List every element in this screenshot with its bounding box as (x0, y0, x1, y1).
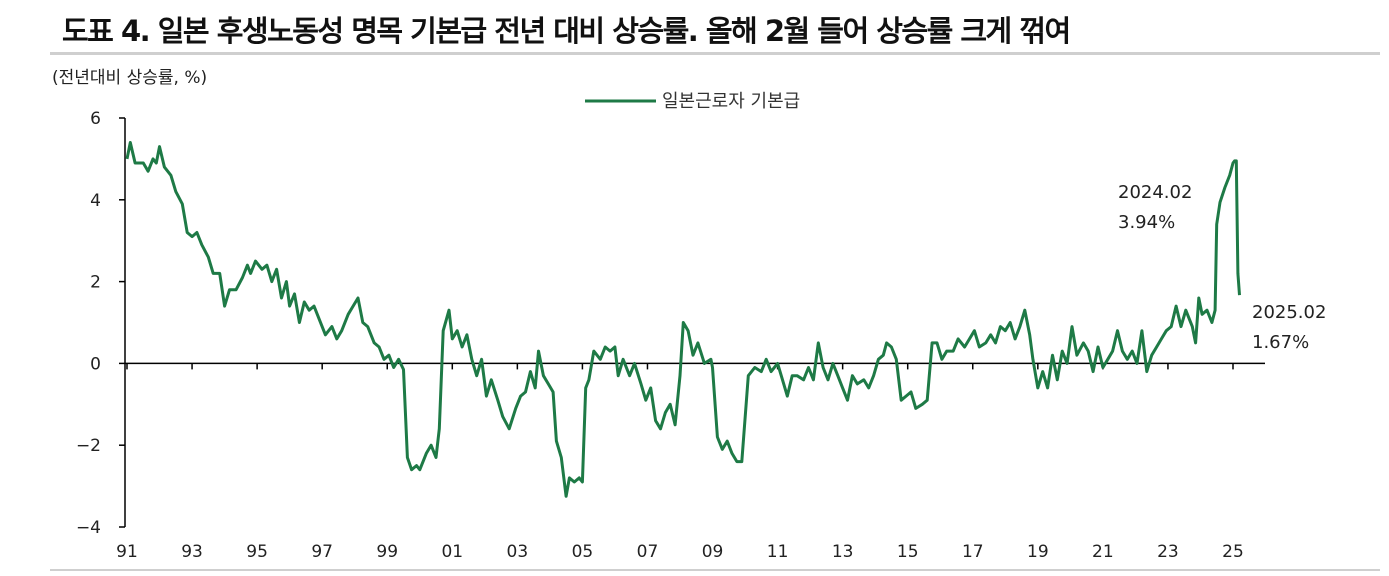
x-tick-label: 19 (1027, 542, 1049, 562)
x-tick-label: 13 (832, 542, 854, 562)
bottom-divider (50, 569, 1380, 571)
top-divider (50, 52, 1380, 55)
x-tick-label: 03 (507, 542, 529, 562)
x-tick-label: 25 (1222, 542, 1244, 562)
x-tick-label: 11 (767, 542, 789, 562)
x-tick-label: 93 (181, 542, 203, 562)
x-tick-label: 21 (1092, 542, 1114, 562)
y-tick-label: −2 (76, 436, 101, 456)
annotation-value: 1.67% (1252, 332, 1309, 353)
x-tick-label: 05 (572, 542, 594, 562)
annotation-date: 2025.02 (1252, 302, 1326, 323)
x-tick-label: 23 (1157, 542, 1179, 562)
x-tick-label: 97 (311, 542, 333, 562)
x-tick-label: 15 (897, 542, 919, 562)
y-tick-label: 0 (90, 354, 101, 374)
x-tick-label: 01 (441, 542, 463, 562)
x-tick-label: 17 (962, 542, 984, 562)
y-tick-label: 6 (90, 109, 101, 129)
annotation-date: 2024.02 (1118, 182, 1192, 203)
x-tick-label: 07 (637, 542, 659, 562)
y-tick-label: 4 (90, 191, 101, 211)
x-tick-label: 91 (116, 542, 138, 562)
annotation-value: 3.94% (1118, 212, 1175, 233)
x-tick-label: 95 (246, 542, 268, 562)
y-axis-unit-label: (전년대비 상승률, %) (52, 68, 208, 88)
series-line (125, 141, 1241, 498)
x-tick-label: 99 (376, 542, 398, 562)
legend-label: 일본근로자 기본급 (662, 91, 800, 112)
y-tick-label: 2 (90, 273, 101, 293)
x-tick-label: 09 (702, 542, 724, 562)
chart-title: 도표 4. 일본 후생노동성 명목 기본급 전년 대비 상승률. 올해 2월 들… (62, 14, 1071, 48)
y-tick-label: −4 (76, 518, 101, 538)
